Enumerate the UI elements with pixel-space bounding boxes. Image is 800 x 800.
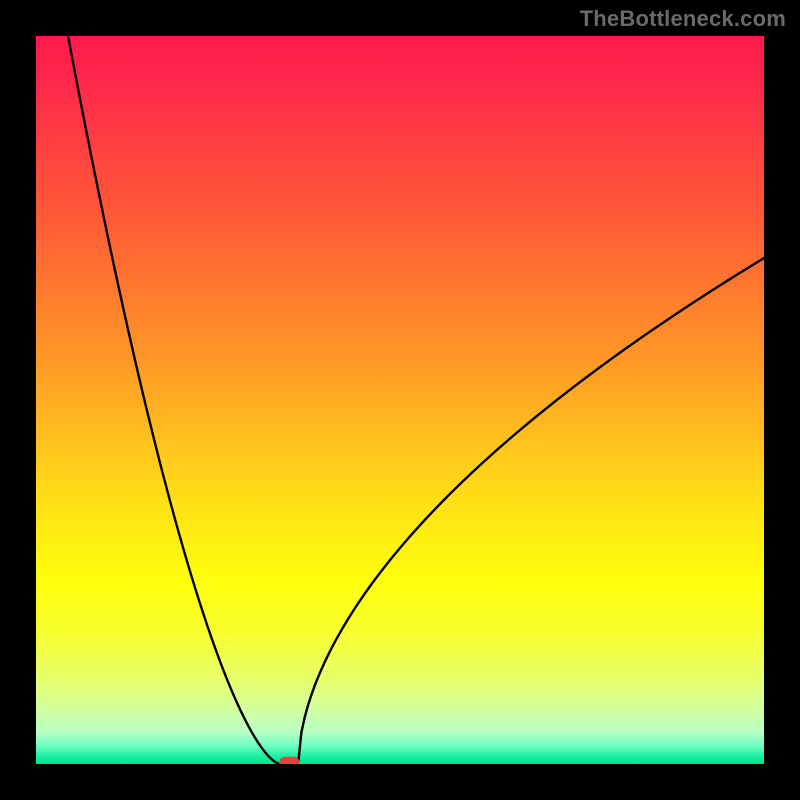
chart-svg bbox=[36, 36, 764, 764]
chart-frame: TheBottleneck.com bbox=[0, 0, 800, 800]
watermark-text: TheBottleneck.com bbox=[580, 6, 786, 32]
vertex-marker bbox=[279, 757, 299, 764]
plot-area bbox=[36, 36, 764, 764]
